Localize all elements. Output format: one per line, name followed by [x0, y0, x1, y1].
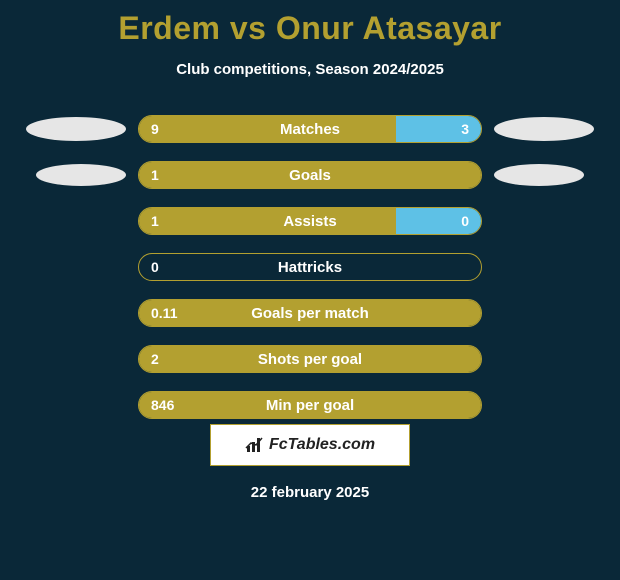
stat-value-right: 0: [461, 213, 469, 229]
stat-bar: Min per goal846: [138, 391, 482, 419]
stat-label: Assists: [139, 213, 481, 230]
stats-chart: Matches93Goals1Assists10Hattricks0Goals …: [0, 106, 620, 406]
player-shadow-left: [26, 117, 126, 141]
stat-bar: Goals per match0.11: [138, 299, 482, 327]
subtitle: Club competitions, Season 2024/2025: [0, 61, 620, 78]
stat-label: Shots per goal: [139, 351, 481, 368]
stat-value-left: 846: [151, 397, 174, 413]
stat-value-left: 0: [151, 259, 159, 275]
stat-label: Goals per match: [139, 305, 481, 322]
logo-text: FcTables.com: [269, 436, 375, 454]
stat-row: Shots per goal2: [0, 336, 620, 382]
stat-bar: Goals1: [138, 161, 482, 189]
page-title: Erdem vs Onur Atasayar: [0, 0, 620, 47]
player-shadow-right: [494, 117, 594, 141]
stat-row: Goals per match0.11: [0, 290, 620, 336]
stat-row: Assists1 0: [0, 198, 620, 244]
stat-label: Min per goal: [139, 397, 481, 414]
stat-label: Hattricks: [139, 259, 481, 276]
stat-value-left: 1: [151, 167, 159, 183]
stat-row: Min per goal846: [0, 382, 620, 428]
stat-value-left: 1: [151, 213, 159, 229]
stat-bar: Hattricks0: [138, 253, 482, 281]
date-text: 22 february 2025: [0, 484, 620, 501]
stat-bar: Assists1 0: [138, 207, 482, 235]
stat-row: Matches9 3: [0, 106, 620, 152]
stat-row: Goals1: [0, 152, 620, 198]
stat-label: Goals: [139, 167, 481, 184]
stat-bar: Matches9 3: [138, 115, 482, 143]
stat-bar: Shots per goal2: [138, 345, 482, 373]
player-shadow-right: [494, 164, 584, 186]
stat-value-left: 9: [151, 121, 159, 137]
logo-box: FcTables.com: [210, 424, 410, 466]
stat-row: Hattricks0: [0, 244, 620, 290]
stat-label: Matches: [139, 121, 481, 138]
stat-value-left: 2: [151, 351, 159, 367]
chart-icon: [245, 436, 265, 454]
player-shadow-left: [36, 164, 126, 186]
stat-value-right: 3: [461, 121, 469, 137]
stat-value-left: 0.11: [151, 305, 177, 321]
